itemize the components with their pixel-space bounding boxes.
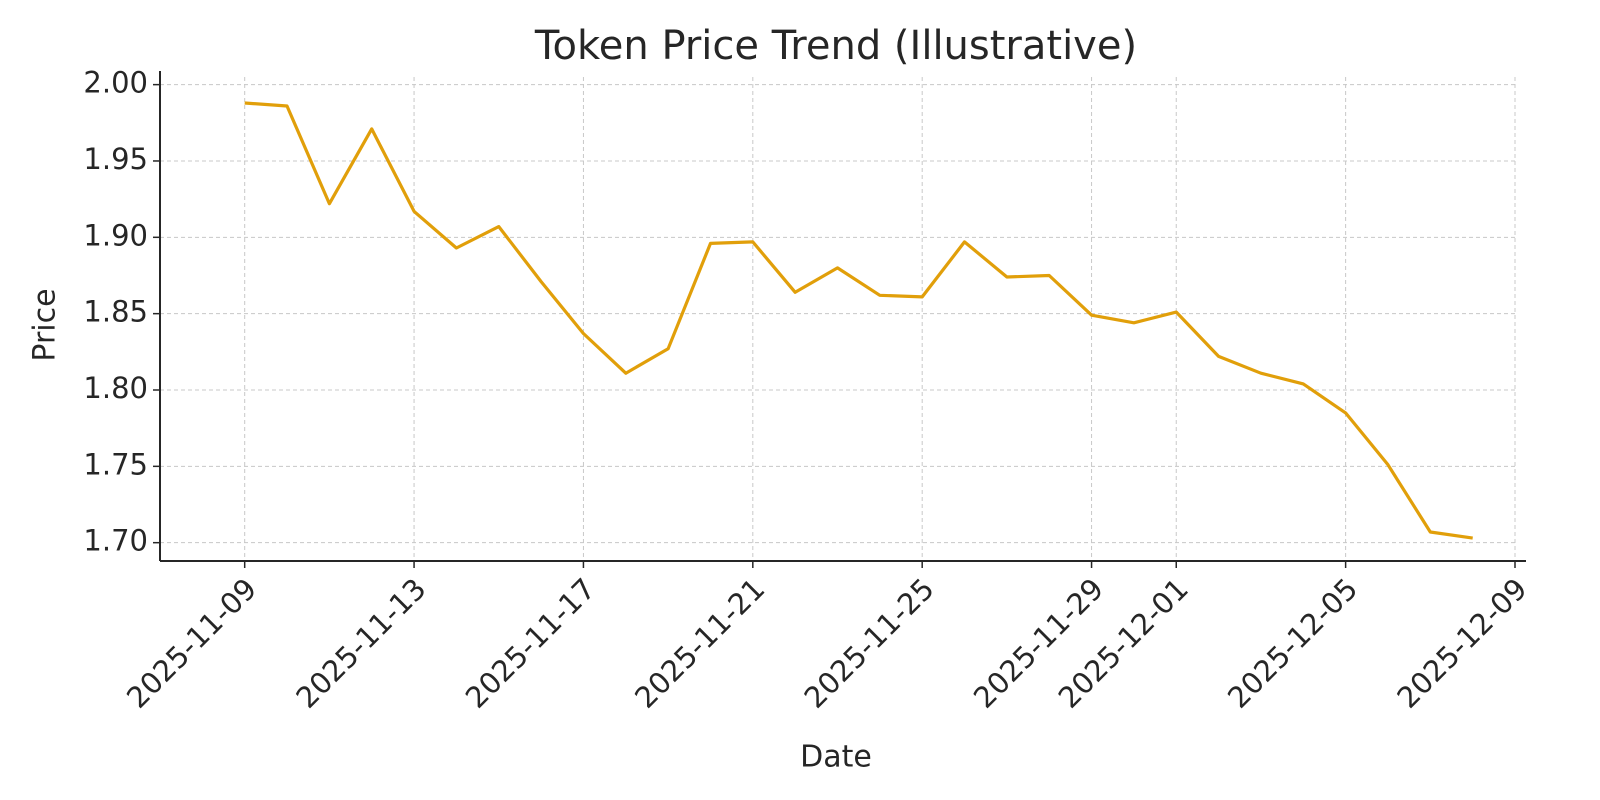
chart-title: Token Price Trend (Illustrative) [534,23,1137,69]
x-tick-label: 2025-11-21 [628,572,771,715]
y-tick-label: 1.95 [83,142,148,176]
y-tick-label: 1.75 [83,447,148,481]
x-tick-label: 2025-11-17 [459,572,602,715]
x-tick-label: 2025-12-09 [1390,572,1533,715]
y-tick-label: 1.85 [83,295,148,329]
y-tick-label: 1.90 [83,218,148,252]
x-tick-label: 2025-11-25 [798,572,941,715]
y-tick-label: 1.70 [83,524,148,558]
x-tick-label: 2025-12-05 [1221,572,1364,715]
x-axis-label: Date [800,740,872,775]
y-tick-label: 2.00 [83,66,148,100]
y-axis-label: Price [28,288,63,361]
x-tick-label: 2025-11-13 [289,572,432,715]
price-line [244,101,1473,540]
y-tick-label: 1.80 [83,371,148,405]
x-tick-label: 2025-11-09 [120,572,263,715]
